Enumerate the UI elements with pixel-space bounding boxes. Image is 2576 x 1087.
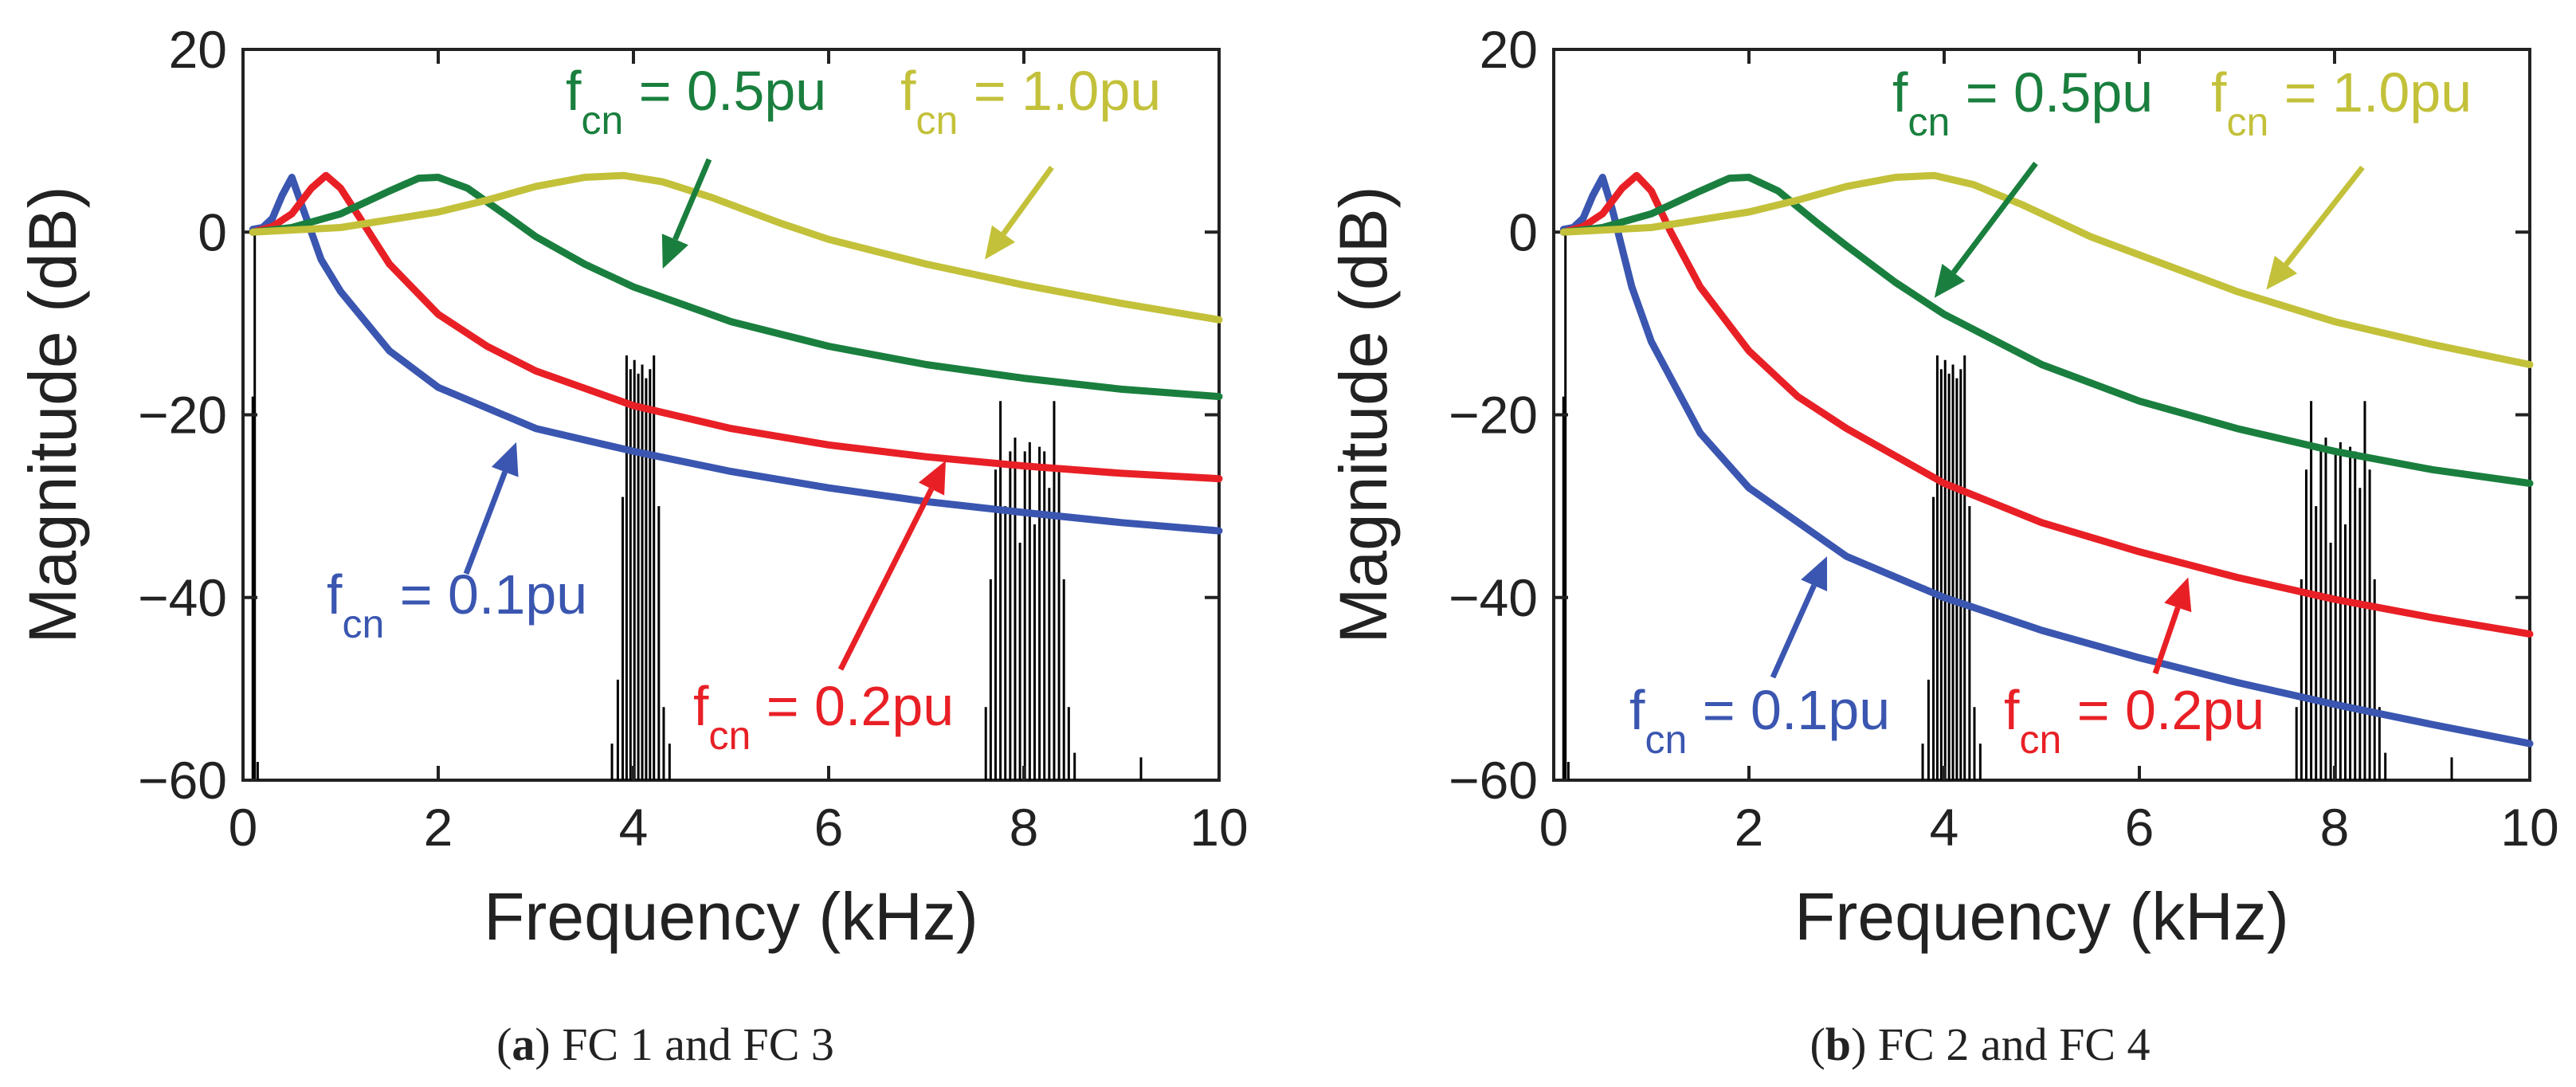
caption-paren-close: ) <box>1851 1018 1878 1070</box>
caption-letter: a <box>512 1018 535 1070</box>
y-tick-label: −40 <box>1449 568 1538 627</box>
annotation-arrow-shaft <box>672 158 712 241</box>
annotation-rest: = 1.0pu <box>2268 61 2472 124</box>
annotation-rest: = 0.1pu <box>384 563 587 626</box>
x-tick-label: 6 <box>2125 798 2155 857</box>
annotation-label: fcn = 0.2pu <box>693 675 954 758</box>
series-line-0 <box>1559 174 2534 748</box>
annotation-rest: = 0.2pu <box>751 675 954 737</box>
annotation-arrow-head <box>491 441 519 477</box>
x-tick-label: 0 <box>1539 798 1569 857</box>
annotation-base: f <box>327 563 343 626</box>
caption-paren-close: ) <box>535 1018 562 1070</box>
annotation-base: f <box>2211 61 2227 124</box>
x-tick-label: 8 <box>2320 798 2350 857</box>
annotation-rest: = 0.5pu <box>623 60 826 122</box>
annotation-arrow-head <box>985 225 1016 260</box>
annotation-arrow-shaft <box>2284 165 2365 267</box>
chart-panel-a: 0 2 4 6 8 10 −60 −40 −20 0 20 Frequency (kHz) Magnit… <box>15 20 1249 1070</box>
chart-panel-b: 0 2 4 6 8 10 −60 −40 −20 0 20 Frequency (kHz) Magnit… <box>1326 20 2559 1070</box>
y-tick-label: 0 <box>1508 202 1538 261</box>
x-tick-label: 2 <box>1735 798 1764 857</box>
annotation-base: f <box>1629 679 1645 741</box>
y-axis-label: Magnitude (dB) <box>1326 186 1401 643</box>
annotation-base: f <box>1892 61 1908 124</box>
annotation-rest: = 0.1pu <box>1687 679 1890 741</box>
annotation-sub: cn <box>708 713 751 758</box>
plot-frame <box>1552 48 2531 782</box>
series-line-3 <box>249 171 1223 324</box>
caption-text: FC 2 and FC 4 <box>1878 1018 2151 1070</box>
annotation-base: f <box>2004 679 2020 741</box>
x-tick-label: 2 <box>424 798 453 857</box>
series-line-2 <box>1559 174 2534 487</box>
annotation-arrow-head <box>661 233 688 269</box>
x-tick-label: 10 <box>1190 798 1248 857</box>
y-tick-label: −20 <box>1449 386 1538 445</box>
x-tick-label: 4 <box>1930 798 1959 857</box>
caption-text: FC 1 and FC 3 <box>562 1018 834 1070</box>
annotation-arrow-shaft <box>1001 165 1054 236</box>
x-tick-label: 10 <box>2500 798 2558 857</box>
caption-paren-open: ( <box>496 1018 512 1070</box>
annotation-arrow-shaft <box>837 487 935 671</box>
annotation-arrow-head <box>1934 264 1966 298</box>
y-tick-label: −20 <box>138 386 227 445</box>
annotation-label: fcn = 0.1pu <box>1629 679 1890 762</box>
y-tick-label: −60 <box>1449 751 1538 810</box>
annotation-base: f <box>900 60 916 122</box>
caption-letter: b <box>1825 1018 1851 1070</box>
series-line-2 <box>249 174 1223 401</box>
panel-caption: (a) FC 1 and FC 3 <box>496 1018 834 1070</box>
annotation-arrow-head <box>918 460 946 496</box>
annotation-arrow-shaft <box>1951 161 2038 274</box>
annotation-label: fcn = 0.2pu <box>2004 679 2264 762</box>
annotation-sub: cn <box>1907 100 1950 144</box>
annotation-rest: = 0.2pu <box>2061 679 2264 741</box>
caption-paren-open: ( <box>1809 1018 1825 1070</box>
annotation-sub: cn <box>1645 717 1687 762</box>
annotation-arrow-shaft <box>2152 606 2181 675</box>
annotation-sub: cn <box>2226 100 2268 144</box>
annotation-label: fcn = 0.5pu <box>1892 61 2153 144</box>
annotation-sub: cn <box>342 602 384 646</box>
annotation-sub: cn <box>2019 717 2061 762</box>
y-tick-label: −40 <box>138 568 227 627</box>
series-line-0 <box>249 174 1223 535</box>
annotation-base: f <box>566 60 582 122</box>
annotation-label: fcn = 0.5pu <box>566 60 826 143</box>
annotation-rest: = 0.5pu <box>1950 61 2153 124</box>
y-tick-label: 0 <box>198 202 227 261</box>
annotation-arrow-head <box>2164 577 2192 613</box>
annotation-label: fcn = 1.0pu <box>900 60 1161 143</box>
y-tick-label: 20 <box>1480 20 1538 79</box>
series-line-1 <box>249 171 1223 483</box>
x-axis-label: Frequency (kHz) <box>484 879 978 954</box>
series-line-1 <box>1559 171 2534 638</box>
annotation-arrow-shaft <box>1770 584 1817 679</box>
annotation-arrow-head <box>2266 255 2298 290</box>
y-tick-label: −60 <box>138 751 227 810</box>
annotation-base: f <box>693 675 709 737</box>
annotation-label: fcn = 1.0pu <box>2211 61 2472 144</box>
annotation-arrow-shaft <box>463 471 508 575</box>
plot-frame <box>241 48 1221 782</box>
y-tick-label: 20 <box>169 20 227 79</box>
y-axis-label: Magnitude (dB) <box>15 186 90 643</box>
annotation-arrow-head <box>1801 556 1828 592</box>
x-tick-label: 4 <box>619 798 649 857</box>
x-tick-label: 0 <box>229 798 258 857</box>
annotation-label: fcn = 0.1pu <box>327 563 587 646</box>
series-line-3 <box>1559 171 2534 368</box>
annotation-rest: = 1.0pu <box>958 60 1161 122</box>
panel-caption: (b) FC 2 and FC 4 <box>1809 1018 2150 1070</box>
annotation-sub: cn <box>581 98 623 143</box>
annotation-sub: cn <box>916 98 958 143</box>
x-tick-label: 8 <box>1010 798 1039 857</box>
x-axis-label: Frequency (kHz) <box>1794 879 2289 954</box>
x-tick-label: 6 <box>814 798 844 857</box>
